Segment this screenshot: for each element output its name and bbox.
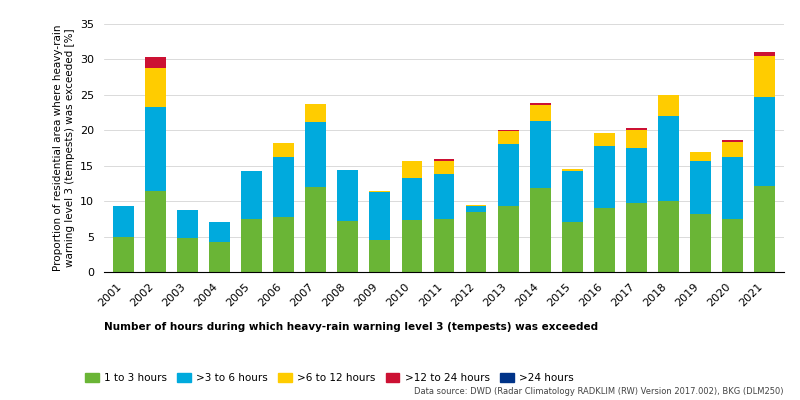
Bar xyxy=(338,221,358,272)
Bar xyxy=(466,212,486,272)
Bar xyxy=(722,219,743,272)
Bar xyxy=(530,188,550,272)
Bar xyxy=(113,206,134,236)
Bar xyxy=(626,148,647,202)
Bar xyxy=(562,222,582,272)
Bar xyxy=(402,162,422,178)
Bar xyxy=(626,202,647,272)
Bar xyxy=(466,206,486,212)
Y-axis label: Proportion of residential area where heavy-rain
warning level 3 (tempests) was e: Proportion of residential area where hea… xyxy=(53,25,74,271)
Bar xyxy=(690,152,711,161)
Bar xyxy=(434,219,454,272)
Legend: 1 to 3 hours, >3 to 6 hours, >6 to 12 hours, >12 to 24 hours, >24 hours: 1 to 3 hours, >3 to 6 hours, >6 to 12 ho… xyxy=(86,372,574,383)
Bar xyxy=(594,133,615,146)
Bar xyxy=(690,161,711,214)
Bar xyxy=(370,191,390,192)
Bar xyxy=(145,190,166,272)
Bar xyxy=(241,171,262,219)
Bar xyxy=(209,222,230,242)
Bar xyxy=(658,95,679,116)
Bar xyxy=(306,187,326,272)
Bar xyxy=(145,57,166,68)
Bar xyxy=(562,171,582,222)
Bar xyxy=(177,238,198,272)
Bar xyxy=(498,130,518,131)
Bar xyxy=(498,206,518,272)
Bar xyxy=(754,97,775,186)
Bar xyxy=(273,143,294,157)
Bar xyxy=(241,219,262,272)
Text: Number of hours during which heavy-rain warning level 3 (tempests) was exceeded: Number of hours during which heavy-rain … xyxy=(104,322,598,332)
Bar xyxy=(658,201,679,272)
Bar xyxy=(530,105,550,121)
Bar xyxy=(498,144,518,206)
Bar xyxy=(530,103,550,105)
Bar xyxy=(434,174,454,219)
Bar xyxy=(338,170,358,221)
Bar xyxy=(306,104,326,122)
Bar xyxy=(113,236,134,272)
Bar xyxy=(626,130,647,148)
Bar xyxy=(402,220,422,272)
Bar xyxy=(370,192,390,240)
Bar xyxy=(434,159,454,162)
Bar xyxy=(434,162,454,174)
Bar xyxy=(466,205,486,206)
Bar xyxy=(530,121,550,188)
Bar xyxy=(370,240,390,272)
Bar xyxy=(498,131,518,144)
Bar xyxy=(658,116,679,201)
Bar xyxy=(722,156,743,219)
Bar xyxy=(273,157,294,217)
Bar xyxy=(402,178,422,220)
Bar xyxy=(306,122,326,187)
Bar xyxy=(594,208,615,272)
Bar xyxy=(754,52,775,56)
Bar xyxy=(177,210,198,238)
Bar xyxy=(209,242,230,272)
Bar xyxy=(722,142,743,156)
Bar xyxy=(562,169,582,171)
Bar xyxy=(754,186,775,272)
Bar xyxy=(626,128,647,130)
Bar xyxy=(145,68,166,107)
Bar xyxy=(690,214,711,272)
Bar xyxy=(594,146,615,208)
Bar xyxy=(722,140,743,142)
Text: Data source: DWD (Radar Climatology RADKLIM (RW) Version 2017.002), BKG (DLM250): Data source: DWD (Radar Climatology RADK… xyxy=(414,387,784,396)
Bar xyxy=(273,217,294,272)
Bar xyxy=(145,107,166,190)
Bar xyxy=(754,56,775,97)
